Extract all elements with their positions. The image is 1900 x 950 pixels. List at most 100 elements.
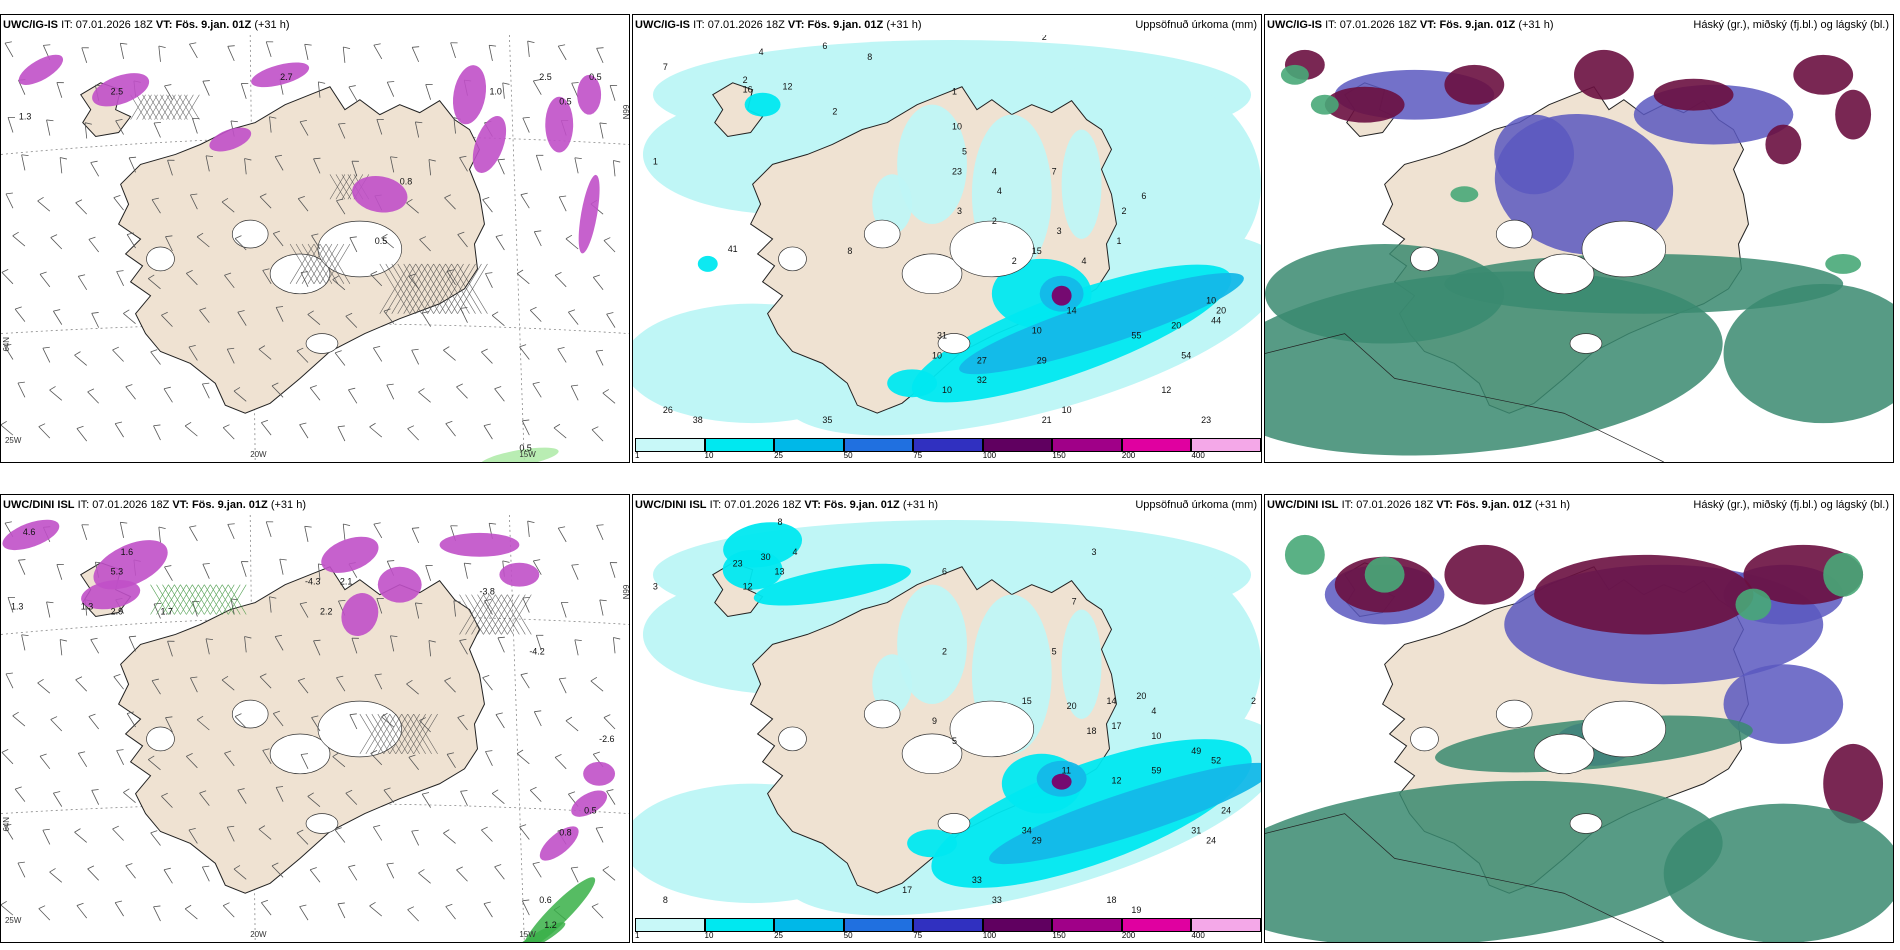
rain-area (513, 922, 566, 942)
glacier-outline (305, 813, 339, 834)
wind-barb (116, 271, 124, 286)
wind-barb-feather (296, 347, 304, 352)
wind-barb-feather (53, 309, 61, 312)
wind-barb (272, 713, 284, 727)
panel-header: UWC/DINI ISL IT: 07.01.2026 18Z VT: Fös.… (633, 495, 1261, 515)
wind-barb-feather (457, 714, 465, 718)
wind-barb-feather (591, 426, 599, 431)
low-cloud (1825, 253, 1862, 274)
wind-barb (189, 43, 198, 59)
hatch-line (301, 243, 327, 284)
legend-swatch (982, 438, 1053, 452)
mid-cloud (1494, 114, 1575, 195)
precip-light (897, 584, 967, 705)
wind-barb-feather (299, 904, 307, 907)
wind-barb (244, 636, 247, 653)
wind-barb-feather (298, 677, 305, 681)
value-label: 6 (1141, 191, 1146, 201)
wind-barb-feather (43, 44, 51, 46)
wind-barb-feather (497, 158, 505, 161)
map-canvas[interactable]: 4.6 1.3 1.6 2.9 1.3 2.2 2.1 1.7 -4.3 -3.8 -4.2 -2.6… (1, 515, 629, 942)
hatch-line (471, 594, 496, 635)
wind-barb (560, 602, 567, 618)
snow-area (577, 74, 602, 115)
wind-barb (421, 793, 431, 808)
glacier-outline (1533, 253, 1595, 295)
wind-barb-feather (532, 381, 540, 385)
wind-barb-feather (12, 231, 19, 237)
wind-barb (76, 905, 88, 919)
wind-barb-feather (318, 81, 326, 84)
wind-barb-feather (390, 635, 398, 638)
wind-barb (77, 276, 88, 291)
glacier-outline (1533, 733, 1595, 775)
wind-barb-feather (199, 307, 207, 311)
high-cloud (1835, 89, 1872, 140)
wind-barb (342, 46, 346, 63)
value-label: 2 (832, 107, 837, 117)
wind-barb (574, 157, 579, 174)
wind-barb-feather (234, 235, 242, 239)
wind-barb-feather (113, 673, 121, 678)
value-label: 17 (902, 885, 912, 895)
hatch-line (325, 243, 351, 284)
value-label: 0.6 (539, 895, 551, 905)
hatch-line (385, 263, 416, 314)
wind-barb-feather (148, 755, 155, 760)
wind-barb (205, 155, 210, 172)
value-label: 10 (942, 385, 952, 395)
wind-barb-feather (460, 790, 468, 792)
map-canvas[interactable] (1265, 515, 1893, 942)
wind-barb-feather (90, 637, 98, 640)
snow-area (539, 826, 579, 861)
low-cloud (1735, 588, 1772, 621)
value-label: 20 (1171, 321, 1181, 331)
wind-barb (338, 123, 346, 139)
wind-barb-feather (334, 827, 342, 831)
wind-barb-feather (530, 786, 537, 791)
map-canvas[interactable]: 2.5 2.7 1.3 2.5 0.5 0.8 0.5 1.0 0.5 0.5 20W 15W 25W 6… (1, 35, 629, 462)
map-canvas[interactable]: 4 8 6 7 2 1 12 16 2 5 4 3 2 7 2 4 2 6 3 1 15 14 10 10 20 20 44 55 54… (633, 35, 1261, 436)
wind-barb (53, 310, 63, 325)
wind-barb (258, 828, 272, 840)
wind-barb (189, 526, 198, 542)
wind-barb (196, 236, 210, 248)
wind-barb-feather (407, 425, 415, 430)
value-label: 12 (1111, 776, 1121, 786)
wind-barb-feather (602, 866, 610, 871)
wind-barb-feather (482, 196, 490, 200)
hatch-line (397, 263, 428, 314)
wind-barb-feather (383, 308, 391, 312)
wind-barb-feather (337, 902, 345, 905)
wind-barb (456, 386, 468, 399)
wind-barb (114, 902, 124, 917)
map-canvas[interactable]: 8 30 23 12 13 3 4 6 9 5 3 7 5 2 15 20 18 17 14 20 10 12 11 49 59… (633, 515, 1261, 916)
wind-barb-feather (386, 862, 394, 865)
high-cloud (1534, 554, 1754, 635)
wind-barb-feather (522, 899, 530, 902)
map-canvas[interactable] (1265, 35, 1893, 462)
high-cloud (1793, 54, 1854, 95)
wind-barb-feather (78, 751, 86, 754)
snow-area (578, 174, 600, 254)
snow-area (321, 536, 379, 573)
wind-barb (381, 716, 395, 728)
precip-legend: 1 10 25 50 75 100 150 200 400 (633, 916, 1261, 942)
wind-barb (226, 826, 235, 842)
hatch-line (359, 713, 385, 755)
value-label: 10 (932, 350, 942, 360)
wind-barb (76, 428, 88, 442)
panel-header: UWC/DINI ISL IT: 07.01.2026 18Z VT: Fös.… (1, 495, 629, 515)
wind-barb-feather (336, 675, 344, 679)
wind-barb (570, 385, 579, 401)
wind-barb (372, 347, 383, 362)
value-label: 14 (1106, 696, 1116, 706)
legend-label: 50 (843, 451, 853, 460)
wind-barb-feather (161, 792, 168, 797)
wind-barb-feather (1, 900, 7, 906)
wind-barb (425, 84, 432, 100)
snow-area (583, 761, 616, 786)
wind-barb-feather (311, 715, 319, 718)
wind-barb (227, 46, 235, 62)
glacier-outline (1569, 813, 1603, 834)
